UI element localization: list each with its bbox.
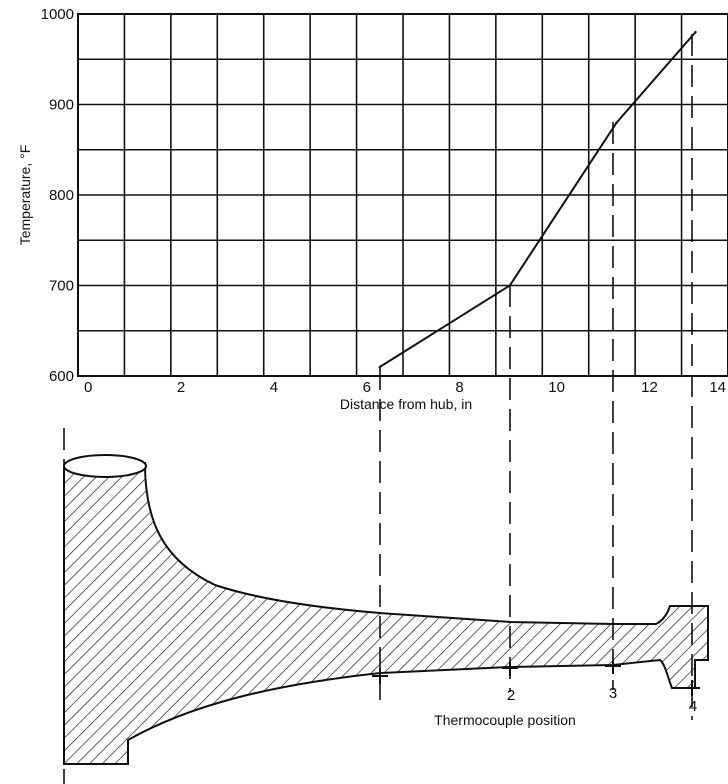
thermocouple-mark-1 bbox=[372, 668, 388, 684]
x-axis-label: Distance from hub, in bbox=[340, 396, 472, 412]
series-line bbox=[379, 31, 697, 368]
hub-top-ellipse bbox=[63, 454, 147, 478]
x-tick-label: 6 bbox=[363, 379, 371, 396]
y-tick-label: 700 bbox=[49, 278, 74, 295]
disk-profile bbox=[63, 461, 709, 765]
plot-frame bbox=[77, 13, 728, 377]
thermocouple-mark-2 bbox=[502, 662, 518, 676]
thermocouple-label-4: 4 bbox=[689, 698, 697, 715]
x-tick-labels: 0 2 4 6 8 10 12 14 bbox=[84, 379, 726, 396]
y-tick-labels: 600 700 800 900 1000 bbox=[41, 6, 74, 385]
disk-cross-section: 2 3 4 Thermocouple position bbox=[63, 428, 709, 784]
data-point bbox=[615, 121, 618, 124]
thermocouple-mark-3 bbox=[605, 660, 621, 674]
temperature-chart: 0 2 4 6 8 10 12 14 600 700 800 900 1000 Distance fr… bbox=[17, 6, 728, 412]
thermocouple-caption: Thermocouple position bbox=[434, 712, 576, 728]
x-tick-label: 0 bbox=[84, 379, 92, 396]
thermocouple-label-3: 3 bbox=[609, 685, 617, 702]
y-tick-label: 900 bbox=[49, 97, 74, 114]
y-tick-label: 1000 bbox=[41, 6, 74, 23]
x-tick-label: 14 bbox=[709, 379, 726, 396]
x-tick-label: 10 bbox=[548, 379, 565, 396]
x-tick-label: 2 bbox=[177, 379, 185, 396]
x-tick-label: 12 bbox=[641, 379, 658, 396]
y-tick-label: 800 bbox=[49, 187, 74, 204]
temperature-series bbox=[378, 30, 697, 369]
data-point bbox=[694, 30, 697, 34]
y-tick-label: 600 bbox=[49, 368, 74, 385]
y-axis-label: Temperature, °F bbox=[17, 145, 33, 246]
thermocouple-label-2: 2 bbox=[507, 687, 515, 704]
chart-grid bbox=[78, 14, 728, 376]
x-tick-label: 8 bbox=[455, 379, 463, 396]
data-point bbox=[378, 365, 381, 369]
x-tick-label: 4 bbox=[270, 379, 278, 396]
thermocouple-mark-4 bbox=[684, 680, 700, 696]
